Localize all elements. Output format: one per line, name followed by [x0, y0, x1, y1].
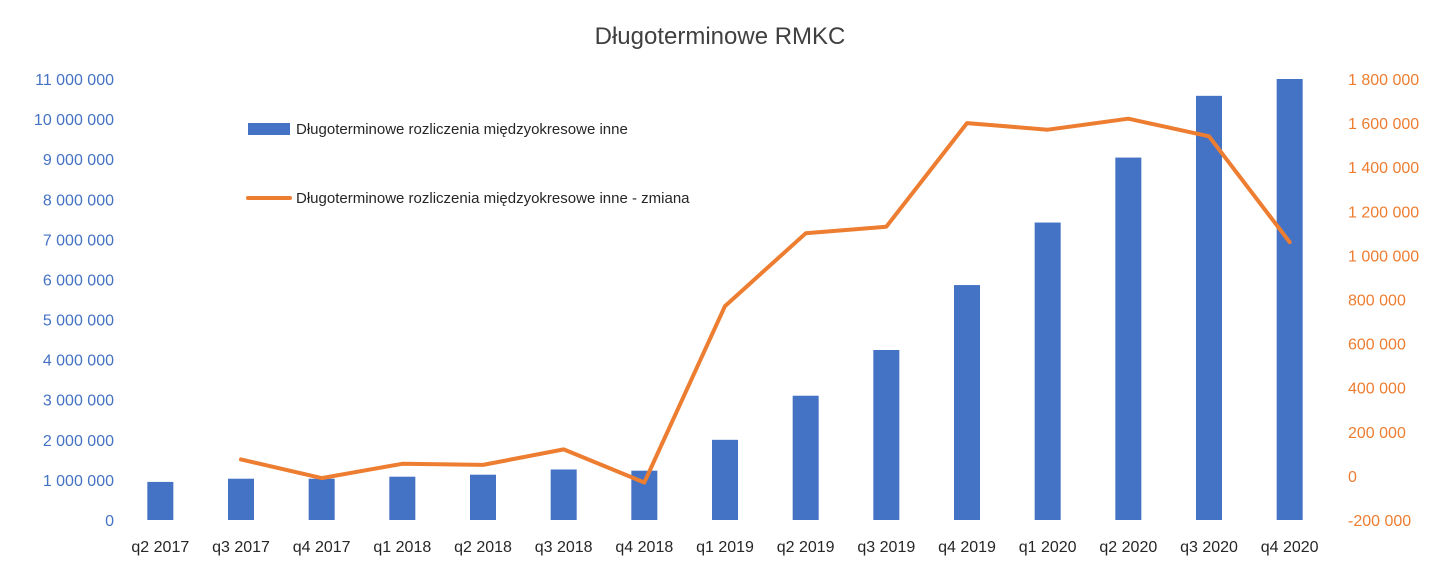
- bar: [792, 395, 819, 520]
- x-axis-tick-label: q3 2020: [1180, 539, 1238, 556]
- legend-bar-swatch: [248, 123, 290, 135]
- x-axis-tick-label: q1 2019: [696, 539, 754, 556]
- x-axis-ticks: q2 2017 q3 2017 q4 2017 q1 2018 q2 2018 q3 20…: [131, 539, 1318, 556]
- left-axis-tick-label: 1 000 000: [43, 473, 114, 490]
- left-axis-tick-label: 11 000 000: [35, 72, 114, 89]
- right-axis-tick-label: 200 000: [1348, 425, 1406, 442]
- x-axis-tick-label: q3 2017: [212, 539, 270, 556]
- right-axis-tick-label: 600 000: [1348, 337, 1406, 354]
- bar: [954, 285, 980, 520]
- legend-line-label: Długoterminowe rozliczenia międzyokresow…: [296, 190, 690, 207]
- bar: [1115, 157, 1142, 520]
- x-axis-tick-label: q3 2018: [535, 539, 593, 556]
- x-axis-tick-label: q2 2020: [1099, 539, 1157, 556]
- x-axis-tick-label: q1 2018: [373, 539, 431, 556]
- left-axis-tick-label: 4 000 000: [43, 353, 114, 370]
- left-axis-tick-label: 7 000 000: [43, 232, 114, 249]
- right-axis-ticks: -200 000 0 200 000 400 000 600 000 800 000 1 0…: [1348, 72, 1419, 530]
- x-axis-tick-label: q2 2019: [777, 539, 835, 556]
- x-axis-tick-label: q4 2020: [1261, 539, 1319, 556]
- x-axis-tick-label: q4 2018: [615, 539, 673, 556]
- bar: [470, 474, 496, 520]
- bar: [147, 481, 174, 520]
- left-axis-tick-label: 0: [105, 513, 114, 530]
- left-axis-tick-label: 10 000 000: [34, 112, 114, 129]
- right-axis-tick-label: 1 000 000: [1348, 248, 1419, 265]
- x-axis-tick-label: q4 2019: [938, 539, 996, 556]
- bar: [228, 478, 254, 520]
- right-axis-tick-label: 800 000: [1348, 293, 1406, 310]
- line-series: [239, 116, 1292, 485]
- legend-bar-label: Długoterminowe rozliczenia międzyokresow…: [296, 121, 628, 138]
- bar: [1196, 95, 1222, 520]
- right-axis-tick-label: 400 000: [1348, 381, 1406, 398]
- right-axis-tick-label: 1 200 000: [1348, 204, 1419, 221]
- series-line: [239, 116, 1292, 485]
- x-axis-tick-label: q1 2020: [1019, 539, 1077, 556]
- x-axis-tick-label: q4 2017: [293, 539, 351, 556]
- x-axis-tick-label: q2 2017: [131, 539, 189, 556]
- left-axis-tick-label: 3 000 000: [43, 393, 114, 410]
- left-axis-tick-label: 8 000 000: [43, 192, 114, 209]
- x-axis-tick-label: q3 2019: [857, 539, 915, 556]
- bar: [550, 469, 577, 520]
- right-axis-tick-label: -200 000: [1348, 513, 1411, 530]
- left-axis-tick-label: 2 000 000: [43, 433, 114, 450]
- bar: [873, 350, 900, 520]
- bar: [308, 478, 335, 520]
- left-axis-tick-label: 9 000 000: [43, 152, 114, 169]
- bar: [389, 476, 416, 520]
- chart-title: Długoterminowe RMKC: [595, 23, 846, 50]
- right-axis-tick-label: 1 800 000: [1348, 72, 1419, 89]
- bar-series: [147, 79, 1303, 520]
- right-axis-tick-label: 1 400 000: [1348, 160, 1419, 177]
- left-axis-tick-label: 5 000 000: [43, 313, 114, 330]
- x-axis-tick-label: q2 2018: [454, 539, 512, 556]
- legend: Długoterminowe rozliczenia międzyokresow…: [246, 121, 690, 207]
- left-axis-ticks: 0 1 000 000 2 000 000 3 000 000 4 000 000 5 0…: [34, 72, 114, 530]
- bar: [712, 439, 738, 520]
- right-axis-tick-label: 1 600 000: [1348, 116, 1419, 133]
- bar: [1276, 79, 1303, 520]
- left-axis-tick-label: 6 000 000: [43, 272, 114, 289]
- right-axis-tick-label: 0: [1348, 469, 1357, 486]
- bar: [1034, 222, 1061, 520]
